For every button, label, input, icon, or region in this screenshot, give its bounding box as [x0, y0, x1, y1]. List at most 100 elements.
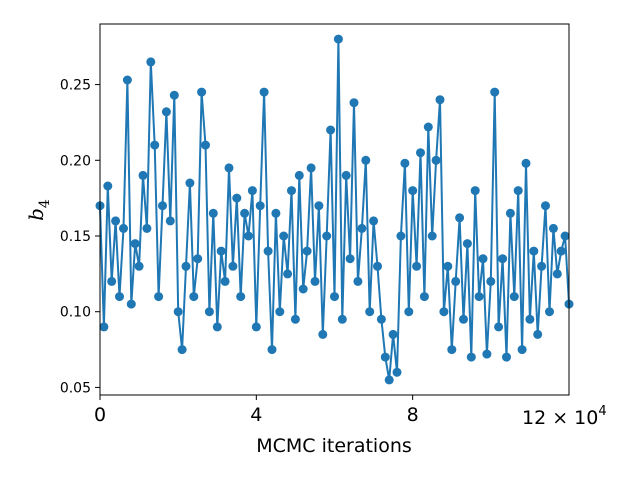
trace-point	[552, 269, 562, 279]
trace-point	[462, 239, 472, 249]
trace-point	[115, 292, 124, 302]
trace-point	[267, 345, 277, 355]
y-axis-label-main: b	[24, 208, 48, 221]
trace-point	[396, 231, 406, 241]
trace-point	[224, 163, 234, 173]
trace-point	[255, 201, 265, 211]
x-axis-multiplier: 12 × 104	[522, 404, 607, 429]
trace-point	[412, 261, 422, 271]
trace-point	[447, 345, 457, 355]
trace-point	[240, 208, 250, 218]
trace-point	[158, 201, 167, 211]
trace-point	[119, 223, 128, 233]
y-tick-label: 0.15	[60, 229, 91, 245]
trace-point	[369, 216, 379, 226]
trace-point	[337, 314, 347, 324]
trace-point	[373, 261, 382, 271]
trace-point	[498, 254, 508, 264]
trace-point	[345, 254, 355, 264]
trace-point	[279, 231, 289, 241]
plot-marks	[95, 34, 574, 385]
trace-point	[435, 95, 445, 105]
trace-point	[290, 314, 300, 324]
trace-point	[326, 125, 336, 135]
trace-point	[212, 322, 222, 332]
trace-point	[216, 246, 226, 256]
y-tick-label: 0.25	[60, 78, 91, 94]
y-tick-label: 0.10	[60, 305, 91, 321]
trace-point	[193, 254, 203, 264]
trace-point	[392, 367, 402, 377]
trace-point	[525, 314, 535, 324]
trace-point	[486, 276, 496, 286]
trace-point	[111, 216, 121, 226]
trace-point	[236, 292, 246, 302]
trace-point	[150, 140, 160, 150]
trace-point	[204, 307, 214, 317]
trace-point	[165, 216, 175, 226]
trace-point	[357, 223, 367, 233]
trace-point	[423, 122, 433, 132]
trace-point	[505, 208, 515, 218]
y-tick-label: 0.05	[60, 380, 91, 396]
trace-point	[439, 307, 449, 317]
trace-point	[181, 261, 191, 271]
trace-point	[201, 140, 210, 150]
trace-point	[189, 292, 199, 302]
trace-point	[427, 231, 437, 241]
trace-point	[220, 276, 230, 286]
trace-point	[502, 352, 511, 362]
trace-point	[126, 299, 136, 309]
trace-point	[541, 201, 550, 211]
trace-point	[142, 223, 152, 233]
y-axis-label-subscript: 4	[37, 199, 53, 208]
trace-point	[251, 322, 261, 332]
trace-point	[478, 254, 488, 264]
trace-point	[466, 352, 476, 362]
trace-point	[197, 87, 207, 97]
trace-point	[455, 213, 465, 223]
trace-point	[294, 170, 304, 180]
trace-point	[228, 261, 238, 271]
trace-point	[517, 345, 527, 355]
trace-point	[529, 246, 539, 256]
x-tick-label: 8	[407, 404, 419, 426]
x-tick-label: 0	[94, 404, 106, 426]
trace-point	[349, 98, 359, 108]
trace-point	[482, 349, 492, 359]
trace-point	[388, 329, 398, 339]
trace-point	[107, 276, 117, 286]
trace-point	[431, 155, 441, 165]
trace-point	[177, 345, 187, 355]
y-tick-label: 0.20	[60, 153, 91, 169]
trace-point	[244, 231, 253, 241]
trace-point	[310, 276, 320, 286]
trace-point	[322, 231, 332, 241]
trace-point	[263, 246, 273, 256]
trace-point	[408, 186, 418, 196]
trace-point	[459, 314, 468, 324]
trace-point	[169, 90, 179, 100]
trace-point	[287, 186, 296, 196]
trace-point	[353, 276, 363, 286]
trace-point	[103, 181, 113, 191]
trace-point	[185, 178, 195, 188]
trace-point	[361, 155, 371, 165]
trace-point	[306, 163, 316, 173]
x-axis-label: MCMC iterations	[256, 435, 412, 457]
trace-point	[490, 87, 500, 97]
trace-point	[318, 329, 328, 339]
trace-point	[400, 158, 410, 168]
trace-point	[509, 292, 519, 302]
trace-point	[513, 186, 523, 196]
trace-point	[474, 292, 484, 302]
y-axis-label: b4	[24, 199, 53, 221]
trace-point	[545, 307, 554, 317]
trace-point	[259, 87, 269, 97]
trace-point	[283, 269, 293, 279]
trace-point	[341, 170, 351, 180]
trace-point	[314, 201, 324, 211]
trace-point	[533, 329, 543, 339]
trace-point	[298, 284, 308, 294]
trace-point	[521, 158, 531, 168]
